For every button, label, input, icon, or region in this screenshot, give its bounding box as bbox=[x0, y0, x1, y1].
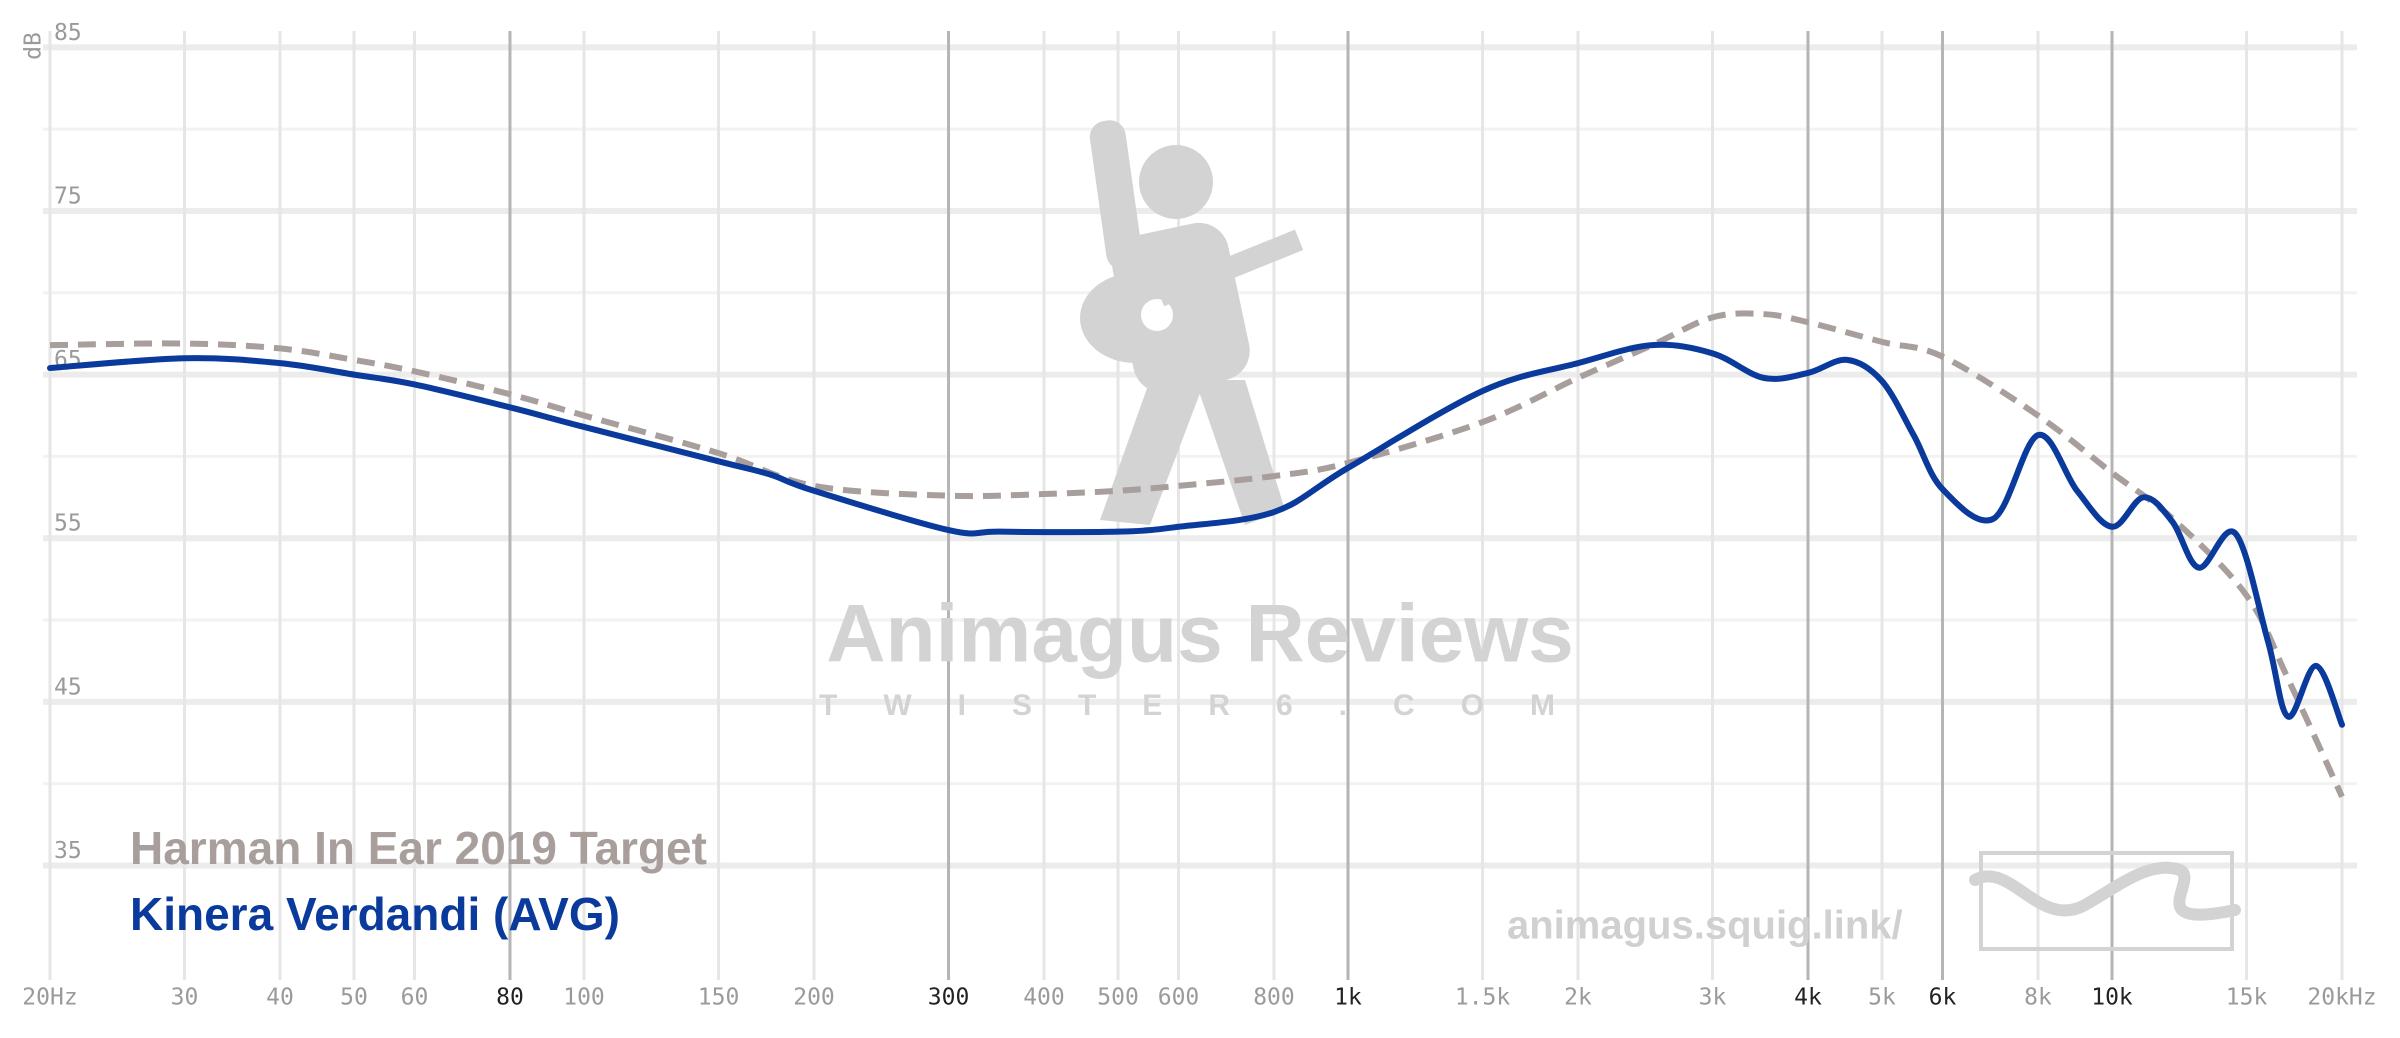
x-tick-label: 30 bbox=[171, 985, 199, 1011]
legend-entry: Harman In Ear 2019 Target bbox=[130, 822, 707, 874]
x-tick-label: 1.5k bbox=[1455, 985, 1511, 1011]
x-tick-label: 200 bbox=[793, 985, 835, 1011]
logo-squiggle bbox=[1969, 861, 2241, 921]
x-tick-label: 5k bbox=[1868, 985, 1896, 1011]
x-tick-label: 20Hz bbox=[22, 985, 77, 1011]
x-tick-label: 4k bbox=[1794, 985, 1822, 1011]
y-axis-label: dB bbox=[21, 32, 47, 60]
x-tick-label: 300 bbox=[928, 985, 970, 1011]
figure-leg bbox=[1195, 380, 1285, 525]
x-tick-label: 100 bbox=[563, 985, 605, 1011]
figure-leg bbox=[1100, 380, 1205, 525]
x-tick-label: 150 bbox=[698, 985, 740, 1011]
x-tick-label: 40 bbox=[266, 985, 294, 1011]
x-tick-label: 2k bbox=[1564, 985, 1592, 1011]
x-tick-label: 8k bbox=[2024, 985, 2052, 1011]
watermark-subtitle: TWISTER6.COM bbox=[819, 689, 1601, 722]
figure-head bbox=[1139, 145, 1213, 219]
logo-box bbox=[1979, 851, 2234, 951]
figure-arm bbox=[1089, 120, 1143, 270]
x-tick-label: 6k bbox=[1929, 985, 1957, 1011]
guitar-neck bbox=[1155, 229, 1304, 307]
x-tick-label: 400 bbox=[1023, 985, 1065, 1011]
legend-entry: Kinera Verdandi (AVG) bbox=[130, 888, 620, 940]
y-tick-label: 75 bbox=[54, 183, 82, 209]
x-tick-label: 15k bbox=[2226, 985, 2268, 1011]
x-tick-label: 600 bbox=[1158, 985, 1200, 1011]
site-link: animagus.squig.link/ bbox=[1507, 904, 1903, 948]
x-tick-label: 80 bbox=[496, 985, 524, 1011]
watermark-title: Animagus Reviews bbox=[826, 589, 1573, 680]
series-line bbox=[47, 341, 2345, 728]
x-tick-label: 1k bbox=[1334, 985, 1362, 1011]
watermark-figure bbox=[1080, 120, 1304, 525]
plot bbox=[47, 310, 2345, 798]
y-tick-label: 45 bbox=[54, 674, 82, 700]
x-tick-label: 3k bbox=[1699, 985, 1727, 1011]
x-tick-label: 800 bbox=[1253, 985, 1295, 1011]
y-tick-label: 55 bbox=[54, 511, 82, 537]
guitar-hole bbox=[1141, 299, 1173, 331]
y-tick-label: 85 bbox=[54, 20, 82, 46]
series-line bbox=[49, 310, 2345, 798]
x-tick-label: 20kHz bbox=[2307, 985, 2376, 1011]
x-tick-label: 50 bbox=[340, 985, 368, 1011]
y-tick-label: 35 bbox=[54, 838, 82, 864]
x-tick-label: 60 bbox=[401, 985, 429, 1011]
x-tick-label: 10k bbox=[2091, 985, 2133, 1011]
x-tick-label: 500 bbox=[1097, 985, 1139, 1011]
